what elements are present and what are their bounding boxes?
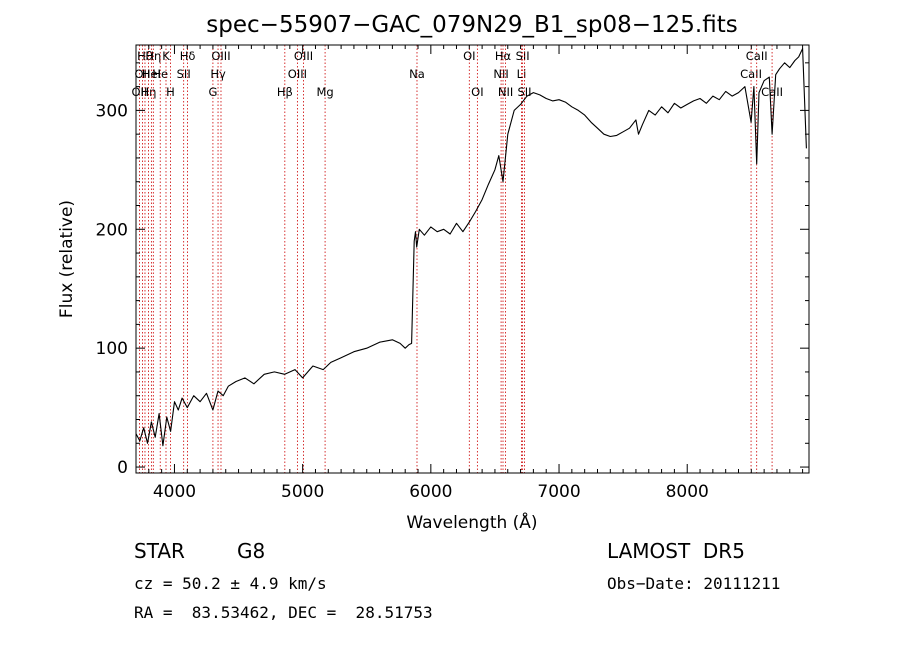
marker-label: SII [177,67,191,81]
marker-label: Hθ [137,49,153,63]
y-axis-label: Flux (relative) [57,200,77,318]
x-tick-label: 6000 [409,482,452,502]
x-tick-label: 4000 [153,482,196,502]
x-tick-label: 5000 [281,482,324,502]
marker-label: Hη [145,49,161,63]
marker-label: OI [463,49,475,63]
object-class: STAR [134,539,185,563]
survey-label: LAMOST DR5 [607,539,745,563]
marker-label: CaII [746,49,768,63]
x-axis-label: Wavelength (Å) [406,511,537,533]
plot-frame [135,44,810,474]
marker-label: H [166,85,175,99]
marker-label: CaII [740,67,762,81]
marker-label: OIII [294,49,313,63]
marker-label: Mg [316,85,333,99]
spectrum-line [135,48,807,447]
spectrum-chart: spec−55907−GAC_079N29_B1_sp08−125.fits O… [57,12,810,533]
marker-label: OII [134,67,150,81]
marker-label: SII [517,85,531,99]
x-tick-label: 7000 [537,482,580,502]
marker-label: OIII [211,49,230,63]
marker-label: NII [498,85,513,99]
marker-label: Na [409,67,425,81]
marker-label: OI [471,85,483,99]
marker-label: Hη [140,85,156,99]
y-axis-ticks: 0 100 200 300 [96,62,809,478]
marker-label: NII [493,67,508,81]
chart-title: spec−55907−GAC_079N29_B1_sp08−125.fits [206,12,737,38]
marker-label: Li [517,67,527,81]
redshift-text: cz = 50.2 ± 4.9 km/s [134,574,327,593]
marker-label: SII [516,49,530,63]
x-axis-ticks: 4000 5000 6000 7000 8000 [148,45,804,502]
marker-label: Hγ [210,67,226,81]
y-tick-label: 200 [96,220,128,240]
y-tick-label: 100 [96,339,128,359]
marker-label: CaII [761,85,783,99]
marker-label: OIII [288,67,307,81]
marker-label: Hδ [180,49,196,63]
marker-label: HeI [142,67,161,81]
y-tick-label: 300 [96,101,128,121]
marker-label: Hα [495,49,512,63]
x-tick-label: 8000 [666,482,709,502]
marker-label: K [162,49,170,63]
marker-label: G [208,85,217,99]
obs-date-text: Obs−Date: 20111211 [607,574,781,593]
object-subclass: G8 [237,539,266,563]
marker-label: Hβ [277,85,293,99]
coordinates-text: RA = 83.53462, DEC = 28.51753 [134,603,433,622]
marker-label: He [152,67,168,81]
y-tick-label: 0 [117,458,128,478]
line-markers: OIIOIIHθHηHeIHηHeKHSIIHδGHγOIIIHβOIIIOII… [132,45,783,473]
